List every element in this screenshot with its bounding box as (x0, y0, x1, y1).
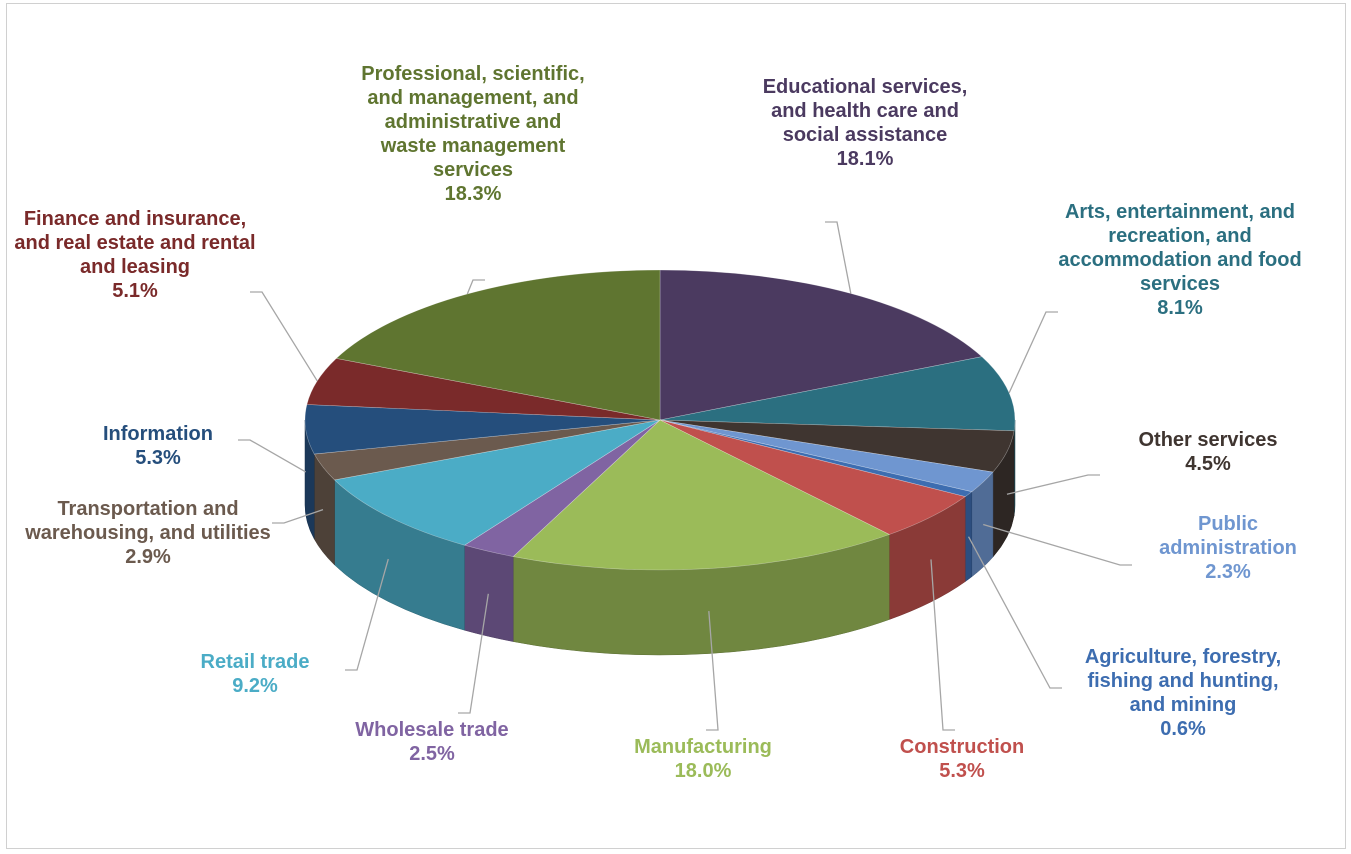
leader-line (458, 593, 489, 714)
data-label: Retail trade 9.2% (155, 650, 355, 698)
leader-line (272, 509, 324, 524)
category-label: Public administration (1159, 513, 1297, 559)
category-label: Retail trade (200, 651, 310, 673)
data-label: Transportation and warehousing, and util… (18, 497, 278, 569)
category-label: Arts, entertainment, and recreation, and… (1058, 201, 1302, 295)
leader-line (930, 559, 955, 731)
value-label: 9.2% (232, 675, 278, 697)
value-label: 8.1% (1157, 297, 1203, 319)
slice (659, 419, 973, 497)
category-label: Construction (899, 736, 1025, 758)
data-label: Public administration 2.3% (1128, 512, 1328, 584)
category-label: Other services (1138, 429, 1278, 451)
value-label: 0.6% (1160, 718, 1206, 740)
leader-line (1008, 311, 1058, 394)
data-label: Educational services, and health care an… (750, 75, 980, 171)
data-label: Agriculture, forestry, fishing and hunti… (1073, 645, 1293, 741)
value-label: 18.3% (444, 183, 502, 205)
slice (659, 419, 966, 535)
data-label: Construction 5.3% (862, 735, 1062, 783)
leader-line (238, 439, 307, 473)
category-label: Educational services, and health care an… (762, 76, 968, 146)
value-label: 5.1% (112, 280, 158, 302)
slice (335, 269, 661, 421)
data-label: Finance and insurance, and real estate a… (5, 207, 265, 303)
category-label: Manufacturing (634, 736, 772, 758)
leader-line (345, 558, 389, 671)
value-label: 18.0% (674, 760, 732, 782)
leader-line (967, 536, 1062, 689)
category-label: Transportation and warehousing, and util… (25, 498, 271, 544)
value-label: 5.3% (939, 760, 985, 782)
leader-line (825, 221, 852, 294)
leader-line (706, 611, 719, 731)
category-label: Agriculture, forestry, fishing and hunti… (1084, 646, 1282, 716)
data-label: Other services 4.5% (1098, 428, 1318, 476)
slice (659, 419, 994, 493)
slice (333, 419, 661, 546)
value-label: 18.1% (836, 148, 894, 170)
data-label: Professional, scientific, and management… (358, 62, 588, 206)
data-label: Manufacturing 18.0% (593, 735, 813, 783)
leader-line (1006, 474, 1100, 495)
slice (306, 358, 661, 421)
value-label: 2.5% (409, 743, 455, 765)
slice (463, 419, 661, 557)
value-label: 5.3% (135, 447, 181, 469)
slice (512, 419, 891, 571)
value-label: 2.9% (125, 546, 171, 568)
slice (304, 404, 661, 455)
leader-line (466, 279, 485, 295)
leader-line (983, 523, 1132, 566)
slice (313, 419, 661, 481)
data-label: Arts, entertainment, and recreation, and… (1050, 200, 1310, 320)
category-label: Wholesale trade (355, 719, 509, 741)
category-label: Finance and insurance, and real estate a… (14, 208, 256, 278)
value-label: 2.3% (1205, 561, 1251, 583)
category-label: Professional, scientific, and management… (361, 63, 585, 181)
data-label: Wholesale trade 2.5% (312, 718, 552, 766)
slice-side (464, 544, 514, 642)
value-label: 4.5% (1185, 453, 1231, 475)
slice (659, 419, 1015, 473)
slice-side (964, 491, 973, 583)
category-label: Information (103, 423, 213, 445)
data-label: Information 5.3% (58, 422, 258, 470)
leader-line (250, 291, 318, 382)
